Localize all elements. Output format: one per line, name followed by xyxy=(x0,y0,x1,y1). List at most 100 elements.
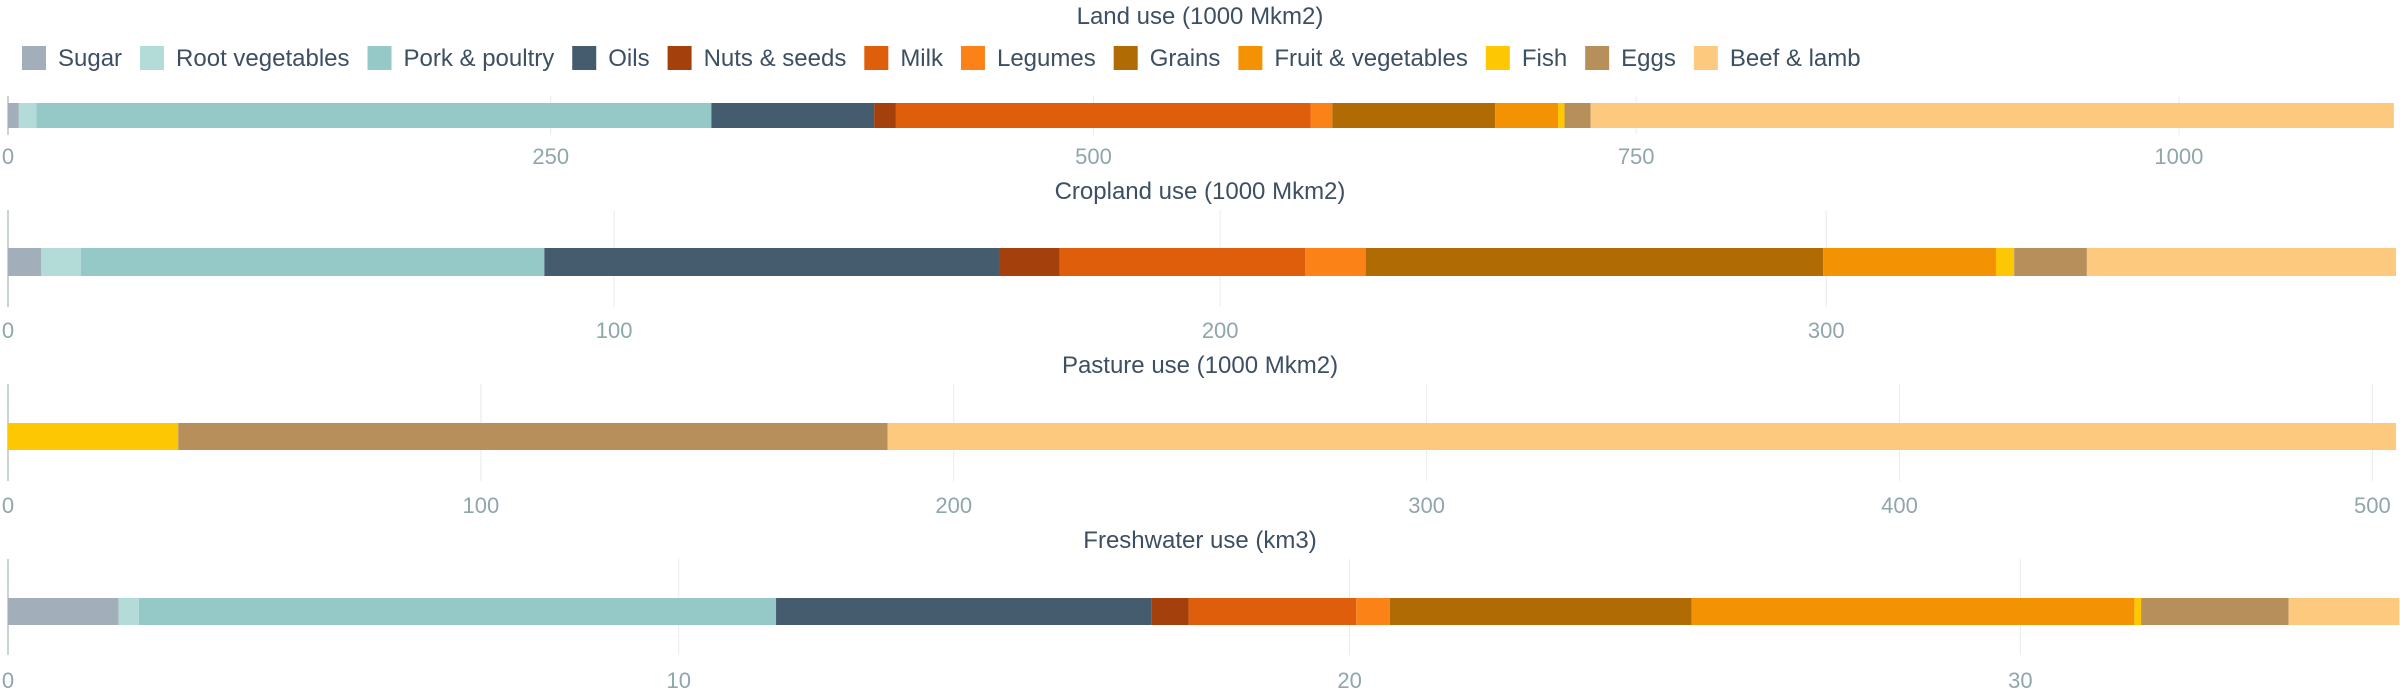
tick-label: 750 xyxy=(1618,144,1655,169)
bar-segment-beef-and-lamb[interactable] xyxy=(2086,248,2396,276)
legend-item-sugar[interactable]: Sugar xyxy=(22,45,122,72)
legend-item-pork-and-poultry[interactable]: Pork & poultry xyxy=(367,45,555,72)
legend-label: Sugar xyxy=(58,45,122,72)
bar-segment-legumes[interactable] xyxy=(1305,248,1366,276)
legend-item-fruit-and-vegetables[interactable]: Fruit & vegetables xyxy=(1238,45,1468,72)
legend-item-legumes[interactable]: Legumes xyxy=(960,45,1096,72)
legend-swatch xyxy=(572,46,597,70)
panel-pasture-use-1000-mkm2: 0 100 200 300 400 500 Pasture use (1000 Mkm2) xyxy=(2,352,2397,518)
bar-segment-fruit-and-vegetables[interactable] xyxy=(1823,248,1996,276)
tick-label: 100 xyxy=(596,318,633,343)
bar-segment-beef-and-lamb[interactable] xyxy=(2288,598,2400,625)
legend-label: Beef & lamb xyxy=(1730,45,1861,72)
legend-swatch xyxy=(864,46,889,70)
bar-segment-grains[interactable] xyxy=(1332,103,1496,128)
bar-segment-fruit-and-vegetables[interactable] xyxy=(1691,598,2135,625)
bar-segment-pork-and-poultry[interactable] xyxy=(80,248,545,276)
panel-title: Cropland use (1000 Mkm2) xyxy=(1055,178,1346,205)
legend-item-eggs[interactable]: Eggs xyxy=(1585,45,1676,72)
legend-swatch xyxy=(1585,46,1610,70)
tick-label: 200 xyxy=(1202,318,1239,343)
bar-segment-legumes[interactable] xyxy=(1310,103,1333,128)
legend-label: Milk xyxy=(900,45,944,72)
tick-label: 0 xyxy=(2,318,14,343)
legend-label: Grains xyxy=(1150,45,1221,72)
tick-label: 0 xyxy=(2,144,14,169)
legend-swatch xyxy=(1693,46,1718,70)
bar-segment-sugar[interactable] xyxy=(8,248,42,276)
legend-swatch xyxy=(140,46,165,70)
tick-label: 250 xyxy=(532,144,569,169)
legend-label: Legumes xyxy=(997,45,1096,72)
bar-segment-nuts-and-seeds[interactable] xyxy=(874,103,896,128)
legend-label: Pork & poultry xyxy=(404,45,555,72)
bar-segment-sugar[interactable] xyxy=(8,598,119,625)
bar-segment-grains[interactable] xyxy=(1389,598,1692,625)
legend-swatch xyxy=(1113,46,1138,70)
tick-label: 400 xyxy=(1881,493,1918,518)
legend-item-nuts-and-seeds[interactable]: Nuts & seeds xyxy=(667,45,847,72)
bar-segment-nuts-and-seeds[interactable] xyxy=(1151,598,1189,625)
bar-segment-oils[interactable] xyxy=(711,103,875,128)
legend-item-oils[interactable]: Oils xyxy=(572,45,650,72)
bar-segment-eggs[interactable] xyxy=(178,423,888,450)
bar-segment-fish[interactable] xyxy=(1995,248,2015,276)
legend-item-fish[interactable]: Fish xyxy=(1485,45,1567,72)
legend-swatch xyxy=(1238,46,1263,70)
legend-swatch xyxy=(960,46,985,70)
legend-item-milk[interactable]: Milk xyxy=(864,45,944,72)
bar-segment-oils[interactable] xyxy=(776,598,1152,625)
legend-item-beef-and-lamb[interactable]: Beef & lamb xyxy=(1693,45,1861,72)
legend-swatch xyxy=(367,46,392,70)
bar-segment-fish[interactable] xyxy=(8,423,179,450)
tick-label: 300 xyxy=(1808,318,1845,343)
bar-segment-milk[interactable] xyxy=(895,103,1311,128)
tick-label: 1000 xyxy=(2154,144,2203,169)
bar-segment-oils[interactable] xyxy=(544,248,999,276)
bar-segment-root-vegetables[interactable] xyxy=(41,248,81,276)
tick-label: 100 xyxy=(463,493,500,518)
tick-label: 10 xyxy=(667,668,691,693)
bar-segment-root-vegetables[interactable] xyxy=(18,103,37,128)
bar-segment-legumes[interactable] xyxy=(1356,598,1390,625)
bar-segment-root-vegetables[interactable] xyxy=(118,598,139,625)
legend-swatch xyxy=(667,46,692,70)
tick-label: 0 xyxy=(2,668,14,693)
legend-label: Fish xyxy=(1522,45,1567,72)
tick-label: 30 xyxy=(2008,668,2032,693)
bar-segment-sugar[interactable] xyxy=(8,103,19,128)
legend-label: Eggs xyxy=(1621,45,1676,72)
tick-label: 500 xyxy=(1075,144,1112,169)
bar-segment-beef-and-lamb[interactable] xyxy=(887,423,2397,450)
panel-cropland-use-1000-mkm2: 0 100 200 300 Cropland use (1000 Mkm2) xyxy=(2,178,2396,343)
bar-segment-fish[interactable] xyxy=(1558,103,1565,128)
legend-swatch xyxy=(22,46,46,70)
tick-label: 0 xyxy=(2,493,14,518)
panel-title: Land use (1000 Mkm2) xyxy=(1077,3,1324,30)
bar-segment-nuts-and-seeds[interactable] xyxy=(998,248,1060,276)
bar-segment-beef-and-lamb[interactable] xyxy=(1590,103,2394,128)
panel-title: Pasture use (1000 Mkm2) xyxy=(1062,352,1338,379)
bar-segment-milk[interactable] xyxy=(1188,598,1357,625)
panel-freshwater-use-km3: 0 10 20 30 Freshwater use (km3) xyxy=(2,527,2400,693)
legend-item-root-vegetables[interactable]: Root vegetables xyxy=(140,45,350,72)
bar-segment-fish[interactable] xyxy=(2134,598,2142,625)
tick-label: 200 xyxy=(935,493,972,518)
bar-segment-fruit-and-vegetables[interactable] xyxy=(1495,103,1559,128)
legend-swatch xyxy=(1485,46,1510,70)
bar-segment-grains[interactable] xyxy=(1365,248,1824,276)
tick-label: 20 xyxy=(1337,668,1361,693)
legend-item-grains[interactable]: Grains xyxy=(1113,45,1221,72)
bar-segment-milk[interactable] xyxy=(1059,248,1306,276)
bar-segment-pork-and-poultry[interactable] xyxy=(138,598,777,625)
legend-label: Nuts & seeds xyxy=(704,45,847,72)
bar-segment-eggs[interactable] xyxy=(2014,248,2087,276)
tick-label: 500 xyxy=(2354,493,2391,518)
bar-segment-eggs[interactable] xyxy=(1564,103,1591,128)
panel-land-use-1000-mkm2: 0 250 500 750 1000 Land use (1000 Mkm2) xyxy=(2,3,2394,169)
bar-segment-eggs[interactable] xyxy=(2141,598,2289,625)
bar-segment-pork-and-poultry[interactable] xyxy=(36,103,712,128)
legend-label: Root vegetables xyxy=(176,45,349,72)
